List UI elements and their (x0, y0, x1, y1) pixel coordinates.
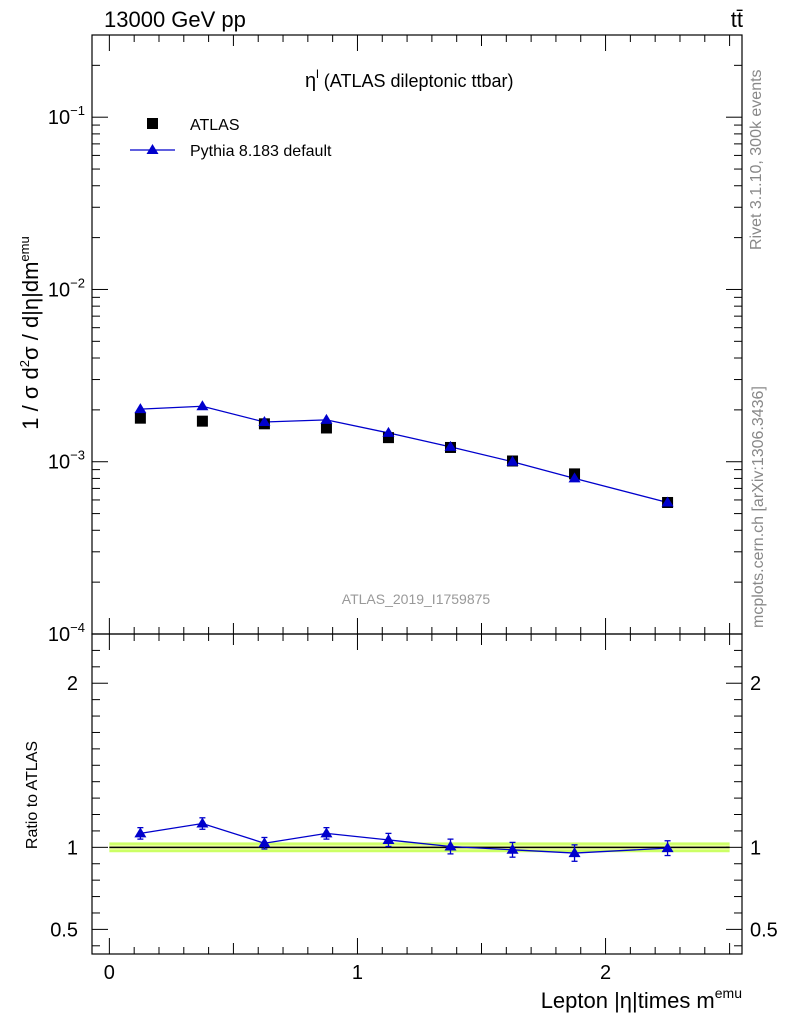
main-y-tick-exp: −2 (70, 275, 85, 290)
pythia-point (134, 403, 147, 414)
atlas-point (320, 422, 332, 434)
ratio-y-tick-label: 1 (67, 837, 78, 859)
main-y-tick-exp: −1 (70, 103, 85, 118)
main-y-tick-label: 10−4 (48, 620, 85, 646)
process-label: tt̄ (731, 7, 743, 32)
pythia-point (444, 440, 457, 451)
pythia-point (568, 472, 581, 483)
energy-label: 13000 GeV pp (104, 7, 246, 32)
ylabel-sup: emu (17, 236, 32, 261)
pythia-point (320, 413, 333, 424)
pythia-point (196, 400, 209, 411)
ratio-point (661, 842, 674, 853)
pythia-point (661, 496, 674, 507)
main-y-tick-base: 10 (48, 452, 70, 474)
ratio-y-axis: 0.5 0.5 1 1 2 2 (50, 649, 778, 947)
x-axis-label: Lepton |η|times memu (541, 985, 742, 1013)
atlas-point (134, 412, 146, 424)
xlabel-main: Lepton |η|times m (541, 988, 715, 1013)
legend-marker-pythia (146, 144, 159, 154)
main-y-tick-base: 10 (48, 624, 70, 646)
ratio-y-tick-label: 2 (67, 673, 78, 695)
pythia-line (140, 405, 668, 504)
main-y-tick-label: 10−2 (48, 275, 85, 301)
legend-label-pythia: Pythia 8.183 default (190, 143, 332, 160)
main-y-tick-exp: −4 (70, 620, 85, 635)
x-tick-label: 0 (104, 962, 115, 984)
pythia-point (258, 416, 271, 427)
legend: ATLAS Pythia 8.183 default (130, 117, 332, 160)
ratio-y-tick-label: 0.5 (50, 919, 78, 941)
ratio-frame (91, 633, 743, 955)
ratio-y-label: Ratio to ATLAS (24, 741, 41, 849)
ylabel-main: 1 / σ d (18, 367, 43, 430)
x-tick-label: 2 (600, 962, 611, 984)
plot-title-rest: (ATLAS dileptonic ttbar) (319, 71, 514, 91)
analysis-watermark: ATLAS_2019_I1759875 (342, 591, 491, 607)
main-y-tick-label: 10−1 (48, 103, 85, 129)
ratio-point (506, 843, 519, 854)
xlabel-sup: emu (715, 985, 742, 1001)
pythia-point (506, 455, 519, 466)
ratio-point (196, 817, 209, 828)
main-y-tick-label: 10−3 (48, 448, 85, 474)
ratio-point (382, 833, 395, 844)
main-y-tick-base: 10 (48, 279, 70, 301)
ratio-point (134, 827, 147, 838)
ratio-point (320, 827, 333, 838)
ratio-series-layer (134, 817, 674, 862)
pythia-point (382, 426, 395, 437)
ratio-band-layer (109, 842, 730, 853)
main-y-tick-base: 10 (48, 107, 70, 129)
legend-marker-atlas (147, 118, 158, 129)
ratio-y-tick-label-right: 2 (750, 673, 761, 695)
plot-title-eta: η (305, 70, 316, 92)
x-tick-label: 1 (352, 962, 363, 984)
ylabel-squared: 2 (17, 360, 32, 367)
ratio-panel: 0.5 0.5 1 1 2 2 0 1 2 Ratio to ATLAS Lepton |η|… (24, 633, 778, 1013)
ratio-y-tick-label-right: 0.5 (750, 919, 778, 941)
plot-title-sup: l (316, 67, 319, 81)
ratio-y-tick-label-right: 1 (750, 837, 761, 859)
plot-title: ηl (ATLAS dileptonic ttbar) (305, 67, 514, 92)
main-y-tick-exp: −3 (70, 448, 85, 463)
ratio-point (444, 840, 457, 851)
mcplots-label: mcplots.cern.ch [arXiv:1306.3436] (750, 386, 767, 628)
main-panel: 10−410−310−210−1 ηl (ATLAS dileptonic tt… (17, 34, 743, 646)
ylabel-mid: σ / d|η|dm (18, 262, 43, 360)
atlas-point (196, 415, 208, 427)
ratio-point (258, 837, 271, 848)
main-series-layer (134, 400, 674, 508)
ratio-point (568, 847, 581, 858)
main-y-axis: 10−410−310−210−1 (48, 64, 742, 646)
main-y-label: 1 / σ d2σ / d|η|dmemu (17, 236, 43, 429)
legend-label-atlas: ATLAS (190, 117, 240, 134)
main-x-axis (108, 35, 731, 634)
rivet-label: Rivet 3.1.10, 300k events (748, 69, 765, 250)
ratio-x-axis: 0 1 2 (104, 634, 731, 984)
atlas-point (382, 432, 394, 444)
